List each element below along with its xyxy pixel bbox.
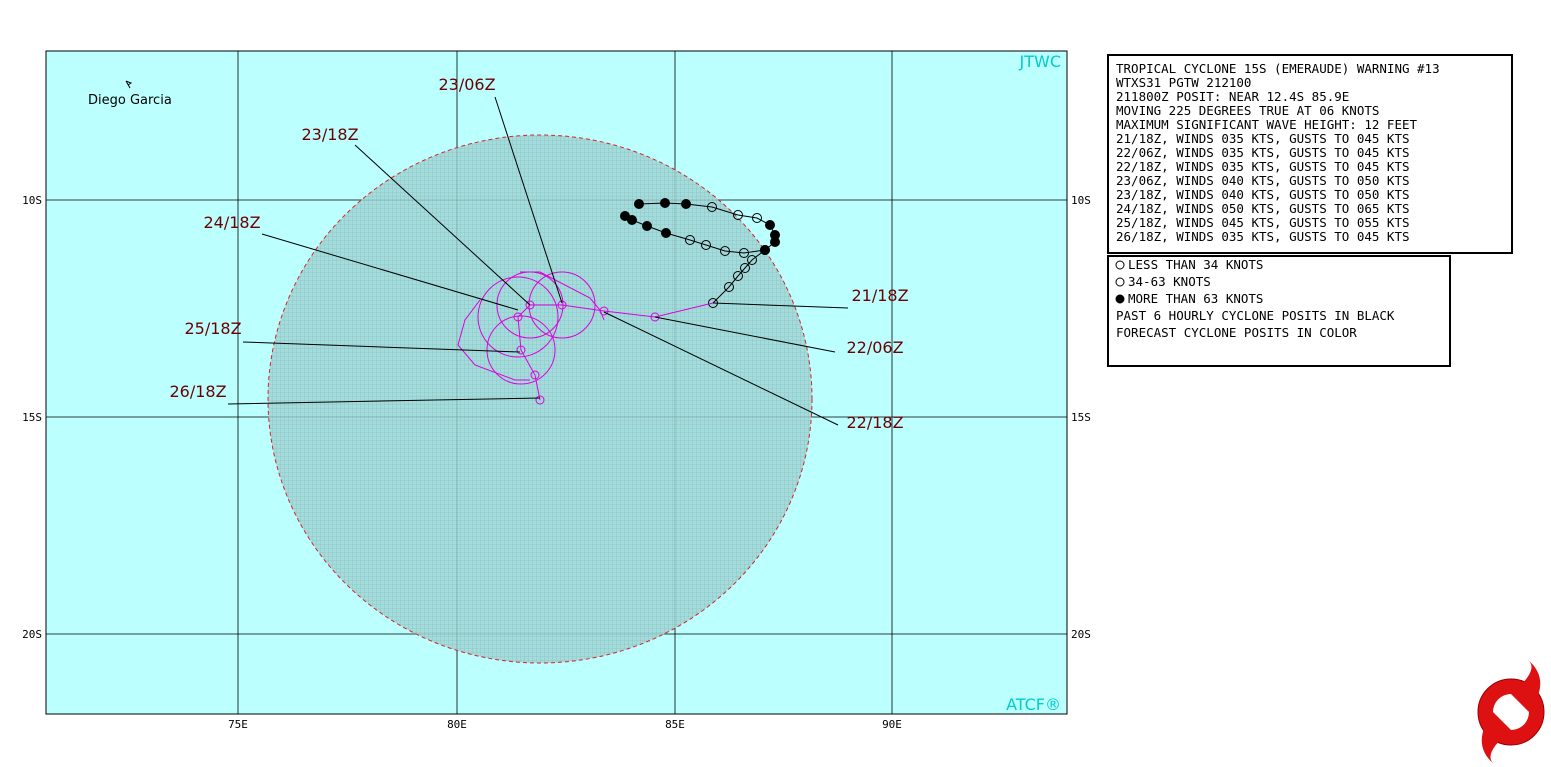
past-posit [739,248,749,258]
time-label: 23/18Z [301,125,358,144]
warning-line: 26/18Z, WINDS 035 KTS, GUSTS TO 045 KTS [1116,229,1410,244]
leader-line [712,302,849,309]
forecast-radius [486,315,556,385]
warning-line: MAXIMUM SIGNIFICANT WAVE HEIGHT: 12 FEET [1116,117,1417,132]
legend-symbol [1115,294,1125,304]
past-posit [681,199,691,209]
forecast-posit [525,300,535,310]
lat-label: 15S [22,411,42,424]
lon-label: 90E [882,718,902,731]
warning-line: TROPICAL CYCLONE 15S (EMERAUDE) WARNING … [1116,61,1440,76]
past-posit [634,199,644,209]
warning-line: 25/18Z, WINDS 045 KTS, GUSTS TO 055 KTS [1116,215,1410,230]
past-posit [724,282,734,292]
leader-line [242,341,521,353]
forecast-swath [457,271,605,381]
lon-label: 75E [228,718,248,731]
time-label: 21/18Z [851,286,908,305]
forecast-radius [528,271,596,339]
forecast-posit [535,395,545,405]
time-label: 23/06Z [438,75,495,94]
past-posit [720,246,730,256]
warning-line: MOVING 225 DEGREES TRUE AT 06 KNOTS [1116,103,1379,118]
legend-line: MORE THAN 63 KNOTS [1128,291,1263,306]
legend-symbol [1115,277,1125,287]
lon-label: 85E [665,718,685,731]
legend-line: LESS THAN 34 KNOTS [1128,257,1263,272]
warning-line: 211800Z POSIT: NEAR 12.4S 85.9E [1116,89,1349,104]
past-posit [733,210,743,220]
warning-line: 22/06Z, WINDS 035 KTS, GUSTS TO 045 KTS [1116,145,1410,160]
leader-line [227,397,541,405]
warning-box [1107,54,1513,254]
warning-line: 23/06Z, WINDS 040 KTS, GUSTS TO 050 KTS [1116,173,1410,188]
past-track [712,249,766,304]
legend-line: PAST 6 HOURLY CYCLONE POSITS IN BLACK [1116,308,1395,323]
past-posit [760,245,770,255]
leader-line [654,316,836,353]
time-label: 22/18Z [846,413,903,432]
time-label: 26/18Z [169,382,226,401]
past-posit [740,263,750,273]
past-posit [701,240,711,250]
warning-line: 23/18Z, WINDS 040 KTS, GUSTS TO 050 KTS [1116,187,1410,202]
leader-line [603,311,839,426]
past-posit [707,202,717,212]
time-label: 24/18Z [203,213,260,232]
lat-label: 10S [1071,194,1091,207]
lat-label: 20S [1071,628,1091,641]
past-posit [685,235,695,245]
corner-label: JTWC [1019,52,1061,71]
past-posit [660,198,670,208]
past-posit [642,221,652,231]
past-posit [765,220,775,230]
past-posit [733,271,743,281]
legend-line: 34-63 KNOTS [1128,274,1211,289]
past-posit [770,230,780,240]
lat-label: 20S [22,628,42,641]
leader-line [354,144,531,306]
warning-line: 22/18Z, WINDS 035 KTS, GUSTS TO 045 KTS [1116,159,1410,174]
forecast-posit [650,312,660,322]
place-marker [125,80,133,89]
lat-label: 15S [1071,411,1091,424]
forecast-posit [513,312,523,322]
past-posit [661,228,671,238]
past-posit [747,255,757,265]
time-label: 25/18Z [184,319,241,338]
forecast-posit [599,306,609,316]
forecast-posit [530,370,540,380]
warning-line: 24/18Z, WINDS 050 KTS, GUSTS TO 065 KTS [1116,201,1410,216]
leader-line [261,233,519,311]
warning-line: 21/18Z, WINDS 035 KTS, GUSTS TO 045 KTS [1116,131,1410,146]
warning-line: WTXS31 PGTW 212100 [1116,75,1251,90]
past-posit [752,213,762,223]
legend-line: FORECAST CYCLONE POSITS IN COLOR [1116,325,1357,340]
past-posit [627,215,637,225]
legend-box [1107,255,1451,367]
labels: 23/06Z 23/18Z 24/18Z 25/18Z 26/18Z 21/18Z 22/0… [22,52,1091,731]
leader-line [494,96,563,304]
place-label: Diego Garcia [88,93,172,108]
lat-label: 10S [22,194,42,207]
forecast-posit [557,300,567,310]
lon-label: 80E [447,718,467,731]
forecast-posit [516,345,526,355]
time-label: 22/06Z [846,338,903,357]
storm-track [457,198,780,405]
legend-symbol [1115,260,1125,270]
corner-label: ATCF® [1006,695,1061,714]
jtwc-logo [1477,660,1545,764]
forecast-radius [477,276,559,358]
